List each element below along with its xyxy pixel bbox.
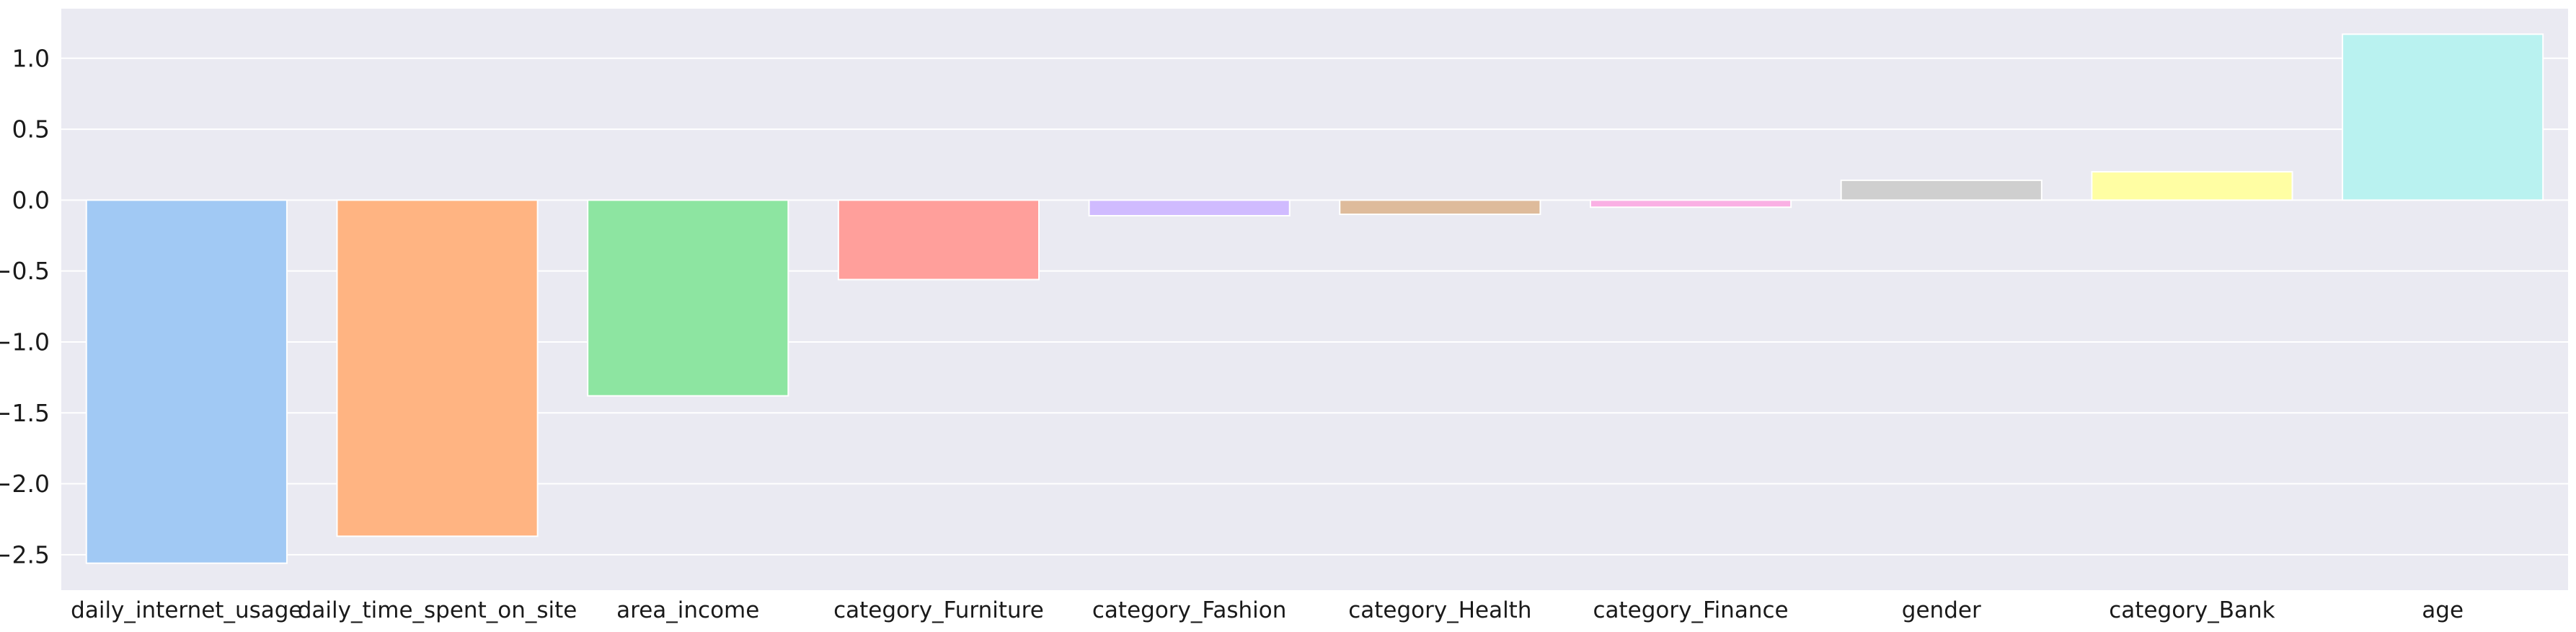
x-tick-label: gender: [1902, 597, 1981, 623]
y-tick-label: −2.5: [0, 540, 50, 569]
bar-category-bank: [2091, 171, 2293, 201]
bars: [85, 33, 2544, 564]
y-axis-ticks: 1.0 0.5 0.0 −0.5 −1.0 −1.5 −2.0 −2.5: [0, 44, 50, 569]
y-tick-label: −2.0: [0, 470, 50, 498]
bar-category-health: [1339, 199, 1541, 216]
x-tick-label: category_Health: [1348, 597, 1531, 623]
x-tick-label: category_Fashion: [1092, 597, 1287, 623]
bar-category-furniture: [837, 199, 1040, 281]
y-tick-label: 1.0: [12, 44, 50, 72]
y-tick-label: −1.0: [0, 328, 50, 356]
bar-daily-time-spent-on-site: [336, 199, 539, 537]
x-axis-ticks: daily_internet_usagedaily_time_spent_on_…: [71, 597, 2464, 623]
y-tick-label: 0.5: [12, 115, 50, 144]
x-tick-label: category_Furniture: [833, 597, 1044, 623]
bar-gender: [1840, 179, 2042, 201]
x-tick-label: category_Bank: [2109, 597, 2275, 623]
x-tick-label: daily_internet_usage: [71, 597, 302, 623]
bar-daily-internet-usage: [85, 199, 288, 564]
bar-category-finance: [1589, 199, 1792, 209]
x-tick-label: area_income: [616, 597, 759, 623]
x-tick-label: category_Finance: [1593, 597, 1788, 623]
x-tick-label: daily_time_spent_on_site: [298, 597, 577, 623]
bar-category-fashion: [1088, 199, 1291, 217]
x-tick-label: age: [2422, 597, 2464, 623]
bar-age: [2342, 33, 2544, 201]
y-tick-label: −1.5: [0, 399, 50, 427]
y-tick-label: 0.0: [12, 186, 50, 214]
y-tick-label: −0.5: [0, 257, 50, 285]
bar-area-income: [587, 199, 789, 397]
